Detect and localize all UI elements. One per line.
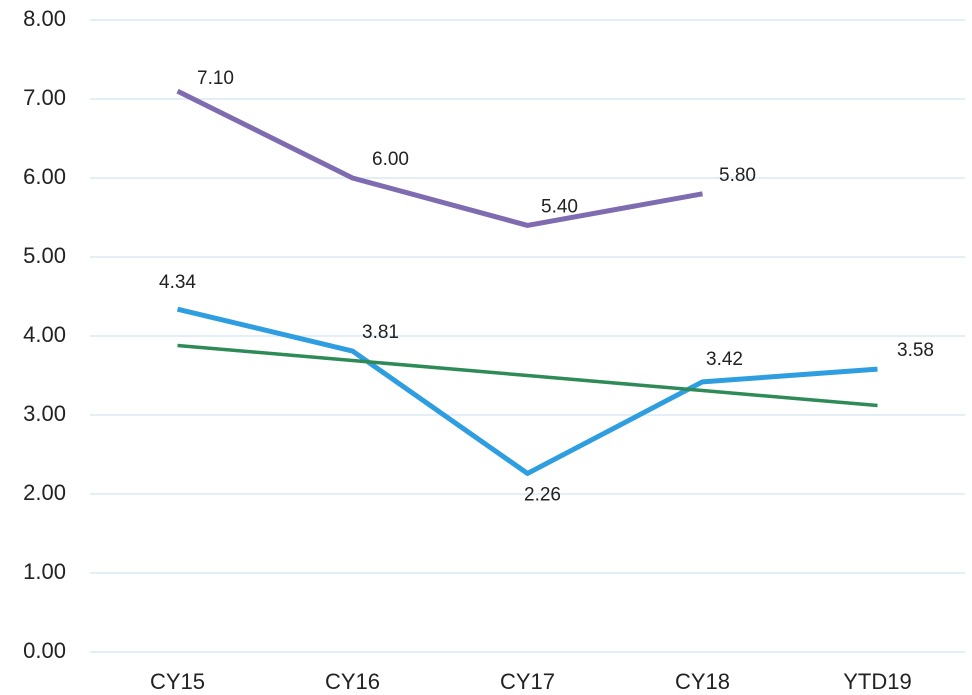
data-label: 3.42	[706, 349, 743, 370]
y-tick-label: 4.00	[23, 322, 66, 347]
series-line	[176, 306, 878, 476]
data-label: 7.10	[197, 68, 234, 89]
y-tick-label: 0.00	[23, 638, 66, 663]
data-label: 5.80	[719, 165, 756, 186]
x-tick-label: CY18	[675, 669, 730, 694]
data-label: 2.26	[524, 484, 561, 505]
y-tick-label: 2.00	[23, 480, 66, 505]
data-label: 3.81	[362, 322, 399, 343]
x-tick-label: YTD19	[843, 669, 911, 694]
y-tick-label: 3.00	[23, 401, 66, 426]
series-line	[176, 88, 703, 228]
x-tick-label: CY15	[150, 669, 205, 694]
data-label: 4.34	[159, 272, 196, 293]
x-tick-label: CY16	[325, 669, 380, 694]
data-label: 3.58	[897, 340, 934, 361]
x-tick-label: CY17	[500, 669, 555, 694]
y-tick-label: 1.00	[23, 559, 66, 584]
y-tick-label: 7.00	[23, 85, 66, 110]
data-label: 5.40	[541, 196, 578, 217]
series-line	[177, 343, 878, 408]
y-tick-label: 6.00	[23, 164, 66, 189]
data-label: 6.00	[372, 149, 409, 170]
y-tick-label: 8.00	[23, 6, 66, 31]
y-tick-label: 5.00	[23, 243, 66, 268]
